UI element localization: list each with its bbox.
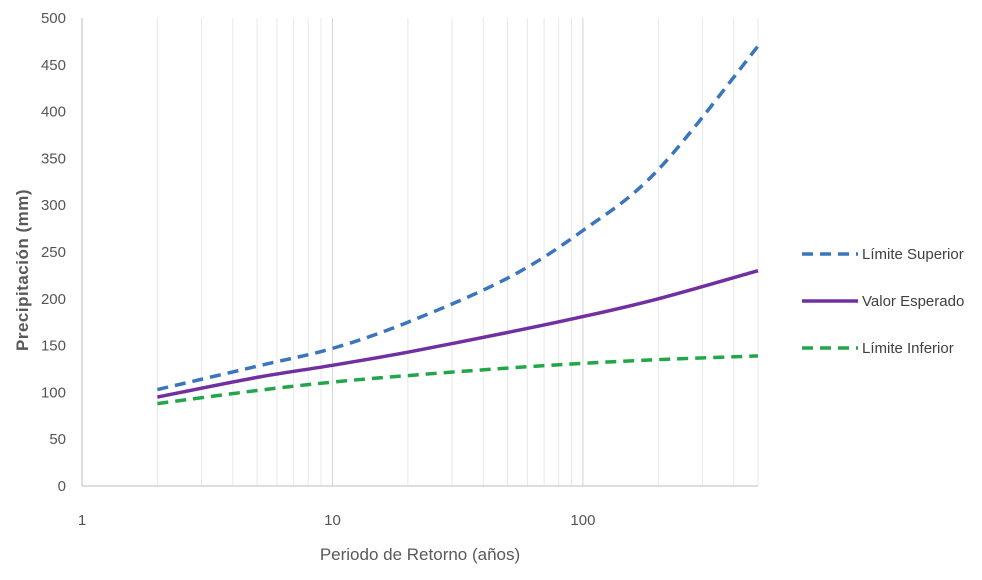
y-tick-label: 400: [41, 104, 66, 121]
series-line-limite-inferior: [157, 354, 759, 406]
series-line-valor-esperado: [157, 269, 759, 399]
y-tick-label: 300: [41, 197, 66, 214]
y-tick-label: 450: [41, 57, 66, 74]
y-tick-label: 200: [41, 291, 66, 308]
y-tick-label: 50: [49, 431, 66, 448]
y-tick-label: 100: [41, 384, 66, 401]
legend-label: Límite Superior: [862, 246, 964, 263]
series-line-limite-superior: [156, 45, 760, 392]
axes: [81, 18, 758, 487]
legend-label: Valor Esperado: [862, 293, 964, 310]
x-tick-labels: 1 10 100: [78, 512, 596, 529]
legend-label: Límite Inferior: [862, 340, 954, 357]
y-tick-label: 350: [41, 150, 66, 167]
y-tick-labels: 0 50 100 150 200 250 300 350 400 450 500: [41, 10, 66, 495]
gridlines: [81, 18, 759, 486]
y-tick-label: 0: [58, 478, 66, 495]
legend: Límite Superior Valor Esperado Límite Infe…: [802, 246, 964, 357]
y-tick-label: 250: [41, 244, 66, 261]
y-tick-label: 500: [41, 10, 66, 27]
x-tick-label: 1: [78, 512, 86, 529]
y-tick-label: 150: [41, 338, 66, 355]
series-lines: [156, 45, 760, 406]
y-axis-label: Precipitación (mm): [13, 189, 32, 351]
x-tick-label: 10: [324, 512, 341, 529]
x-axis-label: Periodo de Retorno (años): [320, 545, 520, 564]
x-tick-label: 100: [570, 512, 595, 529]
